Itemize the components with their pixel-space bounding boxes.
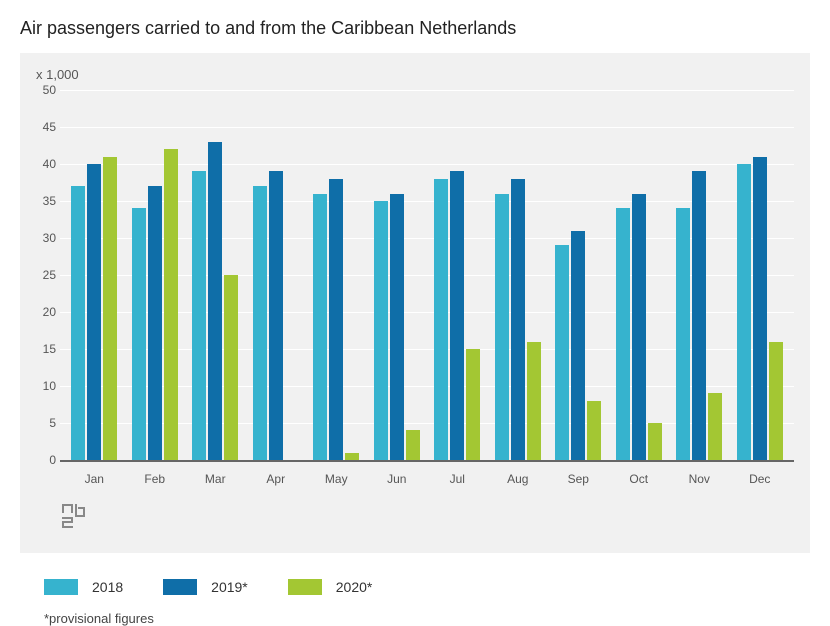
y-tick-label: 15 xyxy=(30,342,56,356)
y-tick-label: 35 xyxy=(30,194,56,208)
month-group xyxy=(367,90,428,460)
legend: 2018 2019* 2020* xyxy=(20,579,810,595)
month-group xyxy=(306,90,367,460)
x-tick-label: Feb xyxy=(125,460,186,486)
gridline xyxy=(60,460,794,462)
bar xyxy=(648,423,662,460)
bar xyxy=(253,186,267,460)
bar xyxy=(450,171,464,460)
bar xyxy=(692,171,706,460)
bar xyxy=(769,342,783,460)
x-tick-label: Jan xyxy=(64,460,125,486)
bar xyxy=(511,179,525,460)
bar xyxy=(676,208,690,460)
y-tick-label: 20 xyxy=(30,305,56,319)
month-group xyxy=(488,90,549,460)
month-group xyxy=(669,90,730,460)
month-group xyxy=(427,90,488,460)
x-tick-label: Aug xyxy=(488,460,549,486)
month-group xyxy=(64,90,125,460)
bar xyxy=(495,194,509,460)
bar xyxy=(132,208,146,460)
month-group xyxy=(548,90,609,460)
legend-item: 2020* xyxy=(288,579,373,595)
bar xyxy=(708,393,722,460)
bar xyxy=(208,142,222,460)
bar xyxy=(313,194,327,460)
y-tick-label: 25 xyxy=(30,268,56,282)
legend-label: 2019* xyxy=(211,579,248,595)
chart-container: x 1,000 05101520253035404550 JanFebMarAp… xyxy=(20,53,810,553)
bar xyxy=(632,194,646,460)
bar xyxy=(374,201,388,460)
bar xyxy=(753,157,767,460)
x-tick-label: Apr xyxy=(246,460,307,486)
x-axis: JanFebMarAprMayJunJulAugSepOctNovDec xyxy=(60,460,794,486)
bar xyxy=(466,349,480,460)
y-tick-label: 50 xyxy=(30,83,56,97)
bar xyxy=(164,149,178,460)
x-tick-label: Sep xyxy=(548,460,609,486)
month-group xyxy=(125,90,186,460)
y-tick-label: 10 xyxy=(30,379,56,393)
bar xyxy=(345,453,359,460)
legend-swatch xyxy=(44,579,78,595)
bar xyxy=(329,179,343,460)
x-tick-label: Oct xyxy=(609,460,670,486)
month-group xyxy=(185,90,246,460)
legend-label: 2020* xyxy=(336,579,373,595)
bar xyxy=(390,194,404,460)
legend-item: 2018 xyxy=(44,579,123,595)
bar xyxy=(527,342,541,460)
cbs-logo xyxy=(60,502,800,543)
y-axis-subtitle: x 1,000 xyxy=(30,67,800,82)
month-group xyxy=(609,90,670,460)
bar xyxy=(148,186,162,460)
y-tick-label: 30 xyxy=(30,231,56,245)
legend-swatch xyxy=(288,579,322,595)
bar xyxy=(87,164,101,460)
x-tick-label: May xyxy=(306,460,367,486)
legend-item: 2019* xyxy=(163,579,248,595)
bar xyxy=(224,275,238,460)
bar xyxy=(406,430,420,460)
legend-swatch xyxy=(163,579,197,595)
y-tick-label: 40 xyxy=(30,157,56,171)
bar xyxy=(555,245,569,460)
plot-area: 05101520253035404550 xyxy=(60,90,794,460)
x-tick-label: Dec xyxy=(730,460,791,486)
bar xyxy=(616,208,630,460)
bar xyxy=(192,171,206,460)
x-tick-label: Nov xyxy=(669,460,730,486)
y-tick-label: 0 xyxy=(30,453,56,467)
y-tick-label: 5 xyxy=(30,416,56,430)
month-group xyxy=(246,90,307,460)
y-tick-label: 45 xyxy=(30,120,56,134)
footnote: *provisional figures xyxy=(20,611,810,626)
chart-title: Air passengers carried to and from the C… xyxy=(20,18,810,39)
legend-label: 2018 xyxy=(92,579,123,595)
month-group xyxy=(730,90,791,460)
bars-area xyxy=(60,90,794,460)
bar xyxy=(571,231,585,460)
x-tick-label: Jul xyxy=(427,460,488,486)
bar xyxy=(269,171,283,460)
x-tick-label: Jun xyxy=(367,460,428,486)
bar xyxy=(587,401,601,460)
bar xyxy=(434,179,448,460)
bar xyxy=(103,157,117,460)
x-tick-label: Mar xyxy=(185,460,246,486)
bar xyxy=(71,186,85,460)
bar xyxy=(737,164,751,460)
